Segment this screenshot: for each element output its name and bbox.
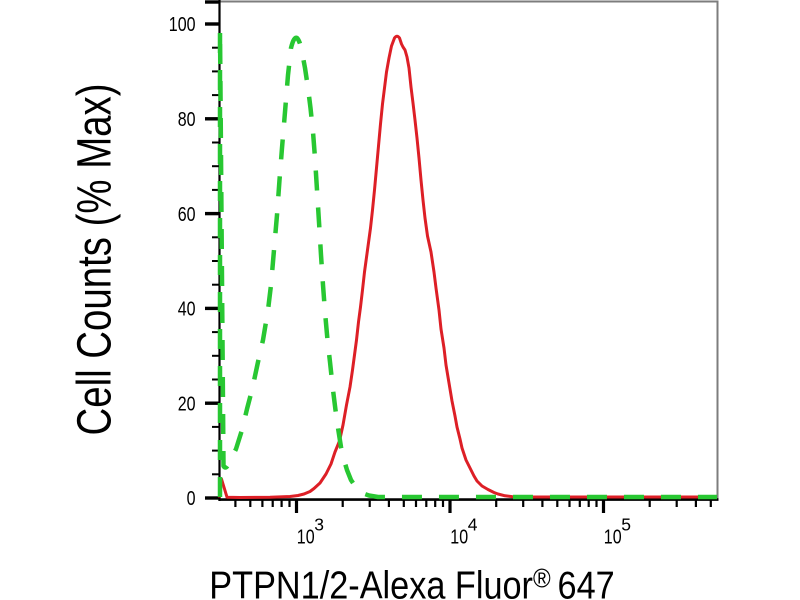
svg-text:100: 100 [169, 14, 196, 36]
svg-text:10: 10 [450, 526, 468, 548]
svg-text:PTPN1/2-Alexa Fluor® 647: PTPN1/2-Alexa Fluor® 647 [209, 564, 614, 600]
svg-text:4: 4 [468, 515, 478, 535]
svg-text:10: 10 [297, 526, 315, 548]
svg-text:5: 5 [621, 515, 631, 535]
svg-text:10: 10 [604, 526, 622, 548]
svg-text:80: 80 [178, 108, 196, 130]
svg-text:60: 60 [178, 203, 196, 225]
svg-text:20: 20 [178, 393, 196, 415]
svg-text:3: 3 [314, 515, 324, 535]
svg-text:40: 40 [178, 298, 196, 320]
svg-text:0: 0 [187, 488, 196, 510]
svg-text:Cell Counts (% Max): Cell Counts (% Max) [69, 84, 122, 436]
